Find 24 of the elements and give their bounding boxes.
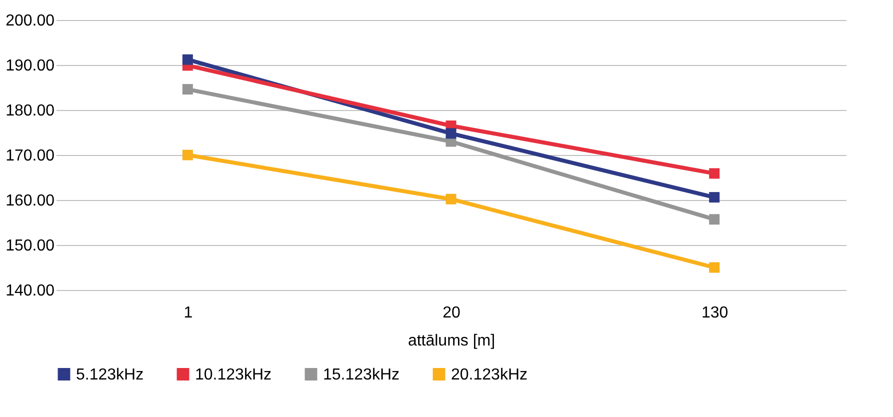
x-tick-label: 20 [442, 304, 460, 322]
point [709, 262, 720, 273]
y-tick-label: 170.00 [6, 148, 55, 164]
y-tick-label: 150.00 [6, 238, 55, 254]
point [446, 128, 456, 139]
point [182, 150, 193, 160]
legend-label: 10.123kHz [195, 366, 272, 384]
x-tick-label: 1 [184, 304, 193, 322]
y-tick-label: 180.00 [6, 102, 55, 120]
point [446, 194, 456, 204]
point [709, 168, 720, 179]
y-tick-label: 160.00 [6, 192, 55, 210]
legend-label: 20.123kHz [451, 366, 528, 384]
y-tick-label: 140.00 [6, 282, 55, 300]
point [709, 192, 720, 203]
legend-label: 5.123kHz [76, 366, 144, 384]
x-tick-label: 130 [701, 304, 728, 322]
x-axis-title: attālums [m] [408, 332, 496, 350]
point [182, 54, 193, 65]
point [182, 84, 193, 95]
y-tick-label: 190.00 [6, 58, 55, 74]
legend-label: 15.123kHz [323, 366, 400, 384]
y-tick-label: 200.00 [6, 12, 55, 30]
point [709, 214, 720, 225]
